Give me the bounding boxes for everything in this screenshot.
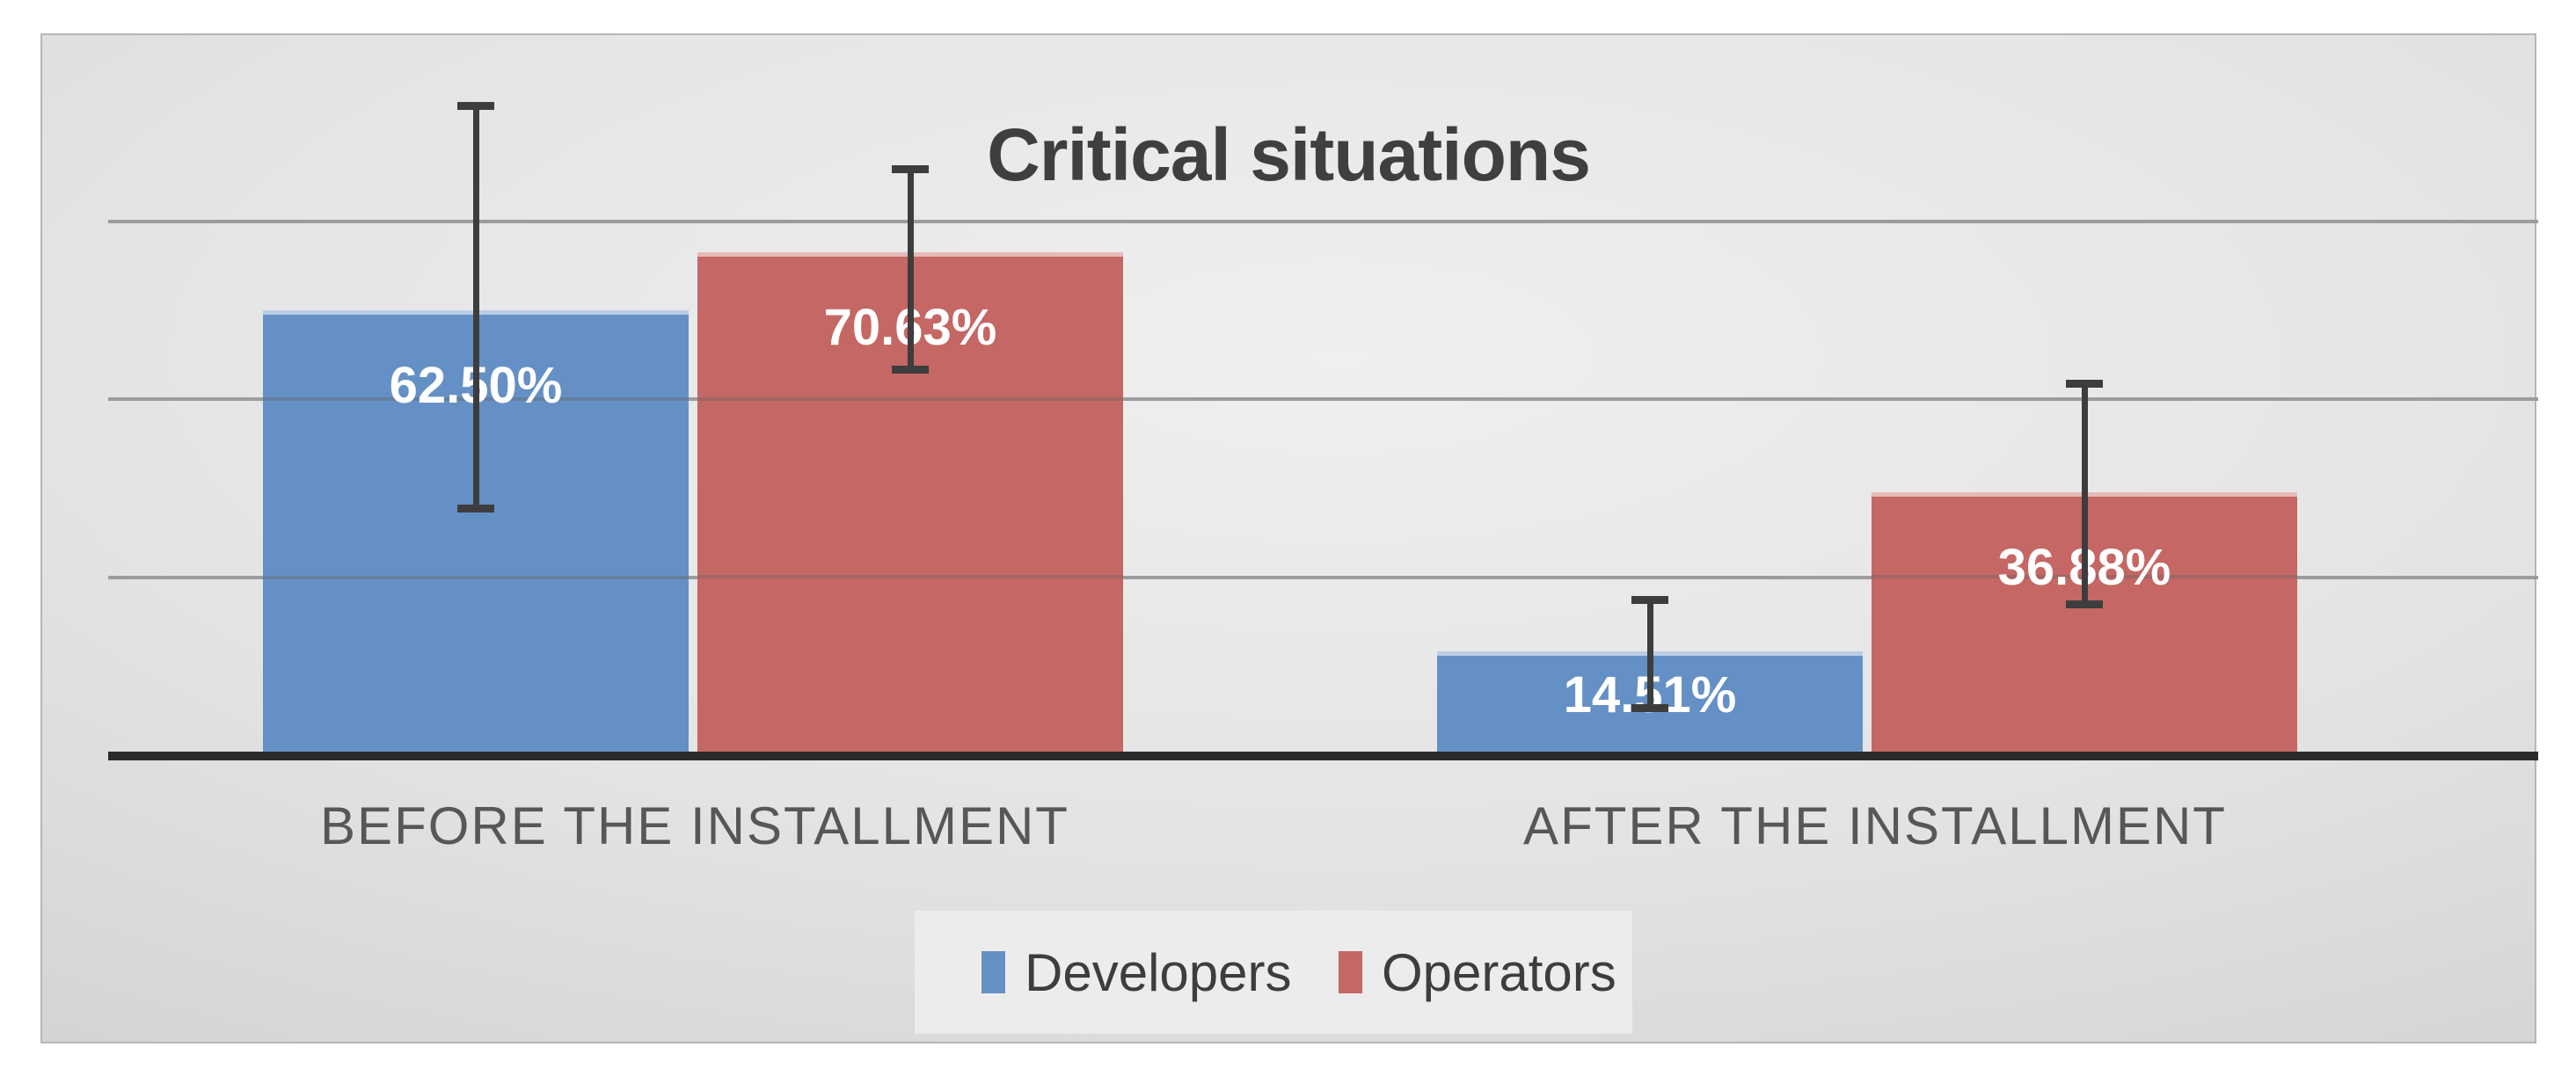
gridline-75pct bbox=[108, 219, 2538, 223]
gridline-25pct bbox=[108, 575, 2538, 579]
gridline-through-bar bbox=[263, 575, 689, 579]
category-label-after: AFTER THE INSTALLMENT bbox=[1523, 796, 2227, 855]
errorbar-line bbox=[472, 105, 479, 509]
category-label-before: BEFORE THE INSTALLMENT bbox=[320, 796, 1069, 855]
errorbar-line bbox=[907, 169, 914, 370]
gridline-through-bar bbox=[697, 575, 1123, 579]
errorbar-cap bbox=[2066, 600, 2103, 608]
gridline-50pct bbox=[108, 397, 2538, 401]
errorbar-line bbox=[2081, 383, 2088, 605]
errorbar-cap bbox=[892, 366, 929, 374]
chart-title: Critical situations bbox=[987, 113, 1591, 196]
errorbar-cap bbox=[2066, 379, 2103, 388]
legend: Developers Operators bbox=[915, 911, 1632, 1034]
errorbar-cap bbox=[1631, 704, 1668, 713]
errorbar-cap bbox=[1631, 595, 1668, 604]
errorbar-line bbox=[1646, 600, 1653, 709]
legend-item-developers: Developers bbox=[982, 911, 1292, 1034]
legend-item-operators: Operators bbox=[1339, 911, 1616, 1034]
operators-swatch-icon bbox=[1339, 951, 1362, 993]
errorbar-cap bbox=[892, 164, 929, 173]
developers-swatch-icon bbox=[982, 951, 1005, 993]
legend-label-operators: Operators bbox=[1382, 942, 1616, 1002]
errorbar-cap bbox=[457, 505, 494, 513]
x-axis-line bbox=[108, 752, 2538, 760]
gridline-through-bar bbox=[697, 396, 1123, 401]
errorbar-cap bbox=[457, 101, 494, 110]
legend-label-developers: Developers bbox=[1025, 942, 1292, 1002]
